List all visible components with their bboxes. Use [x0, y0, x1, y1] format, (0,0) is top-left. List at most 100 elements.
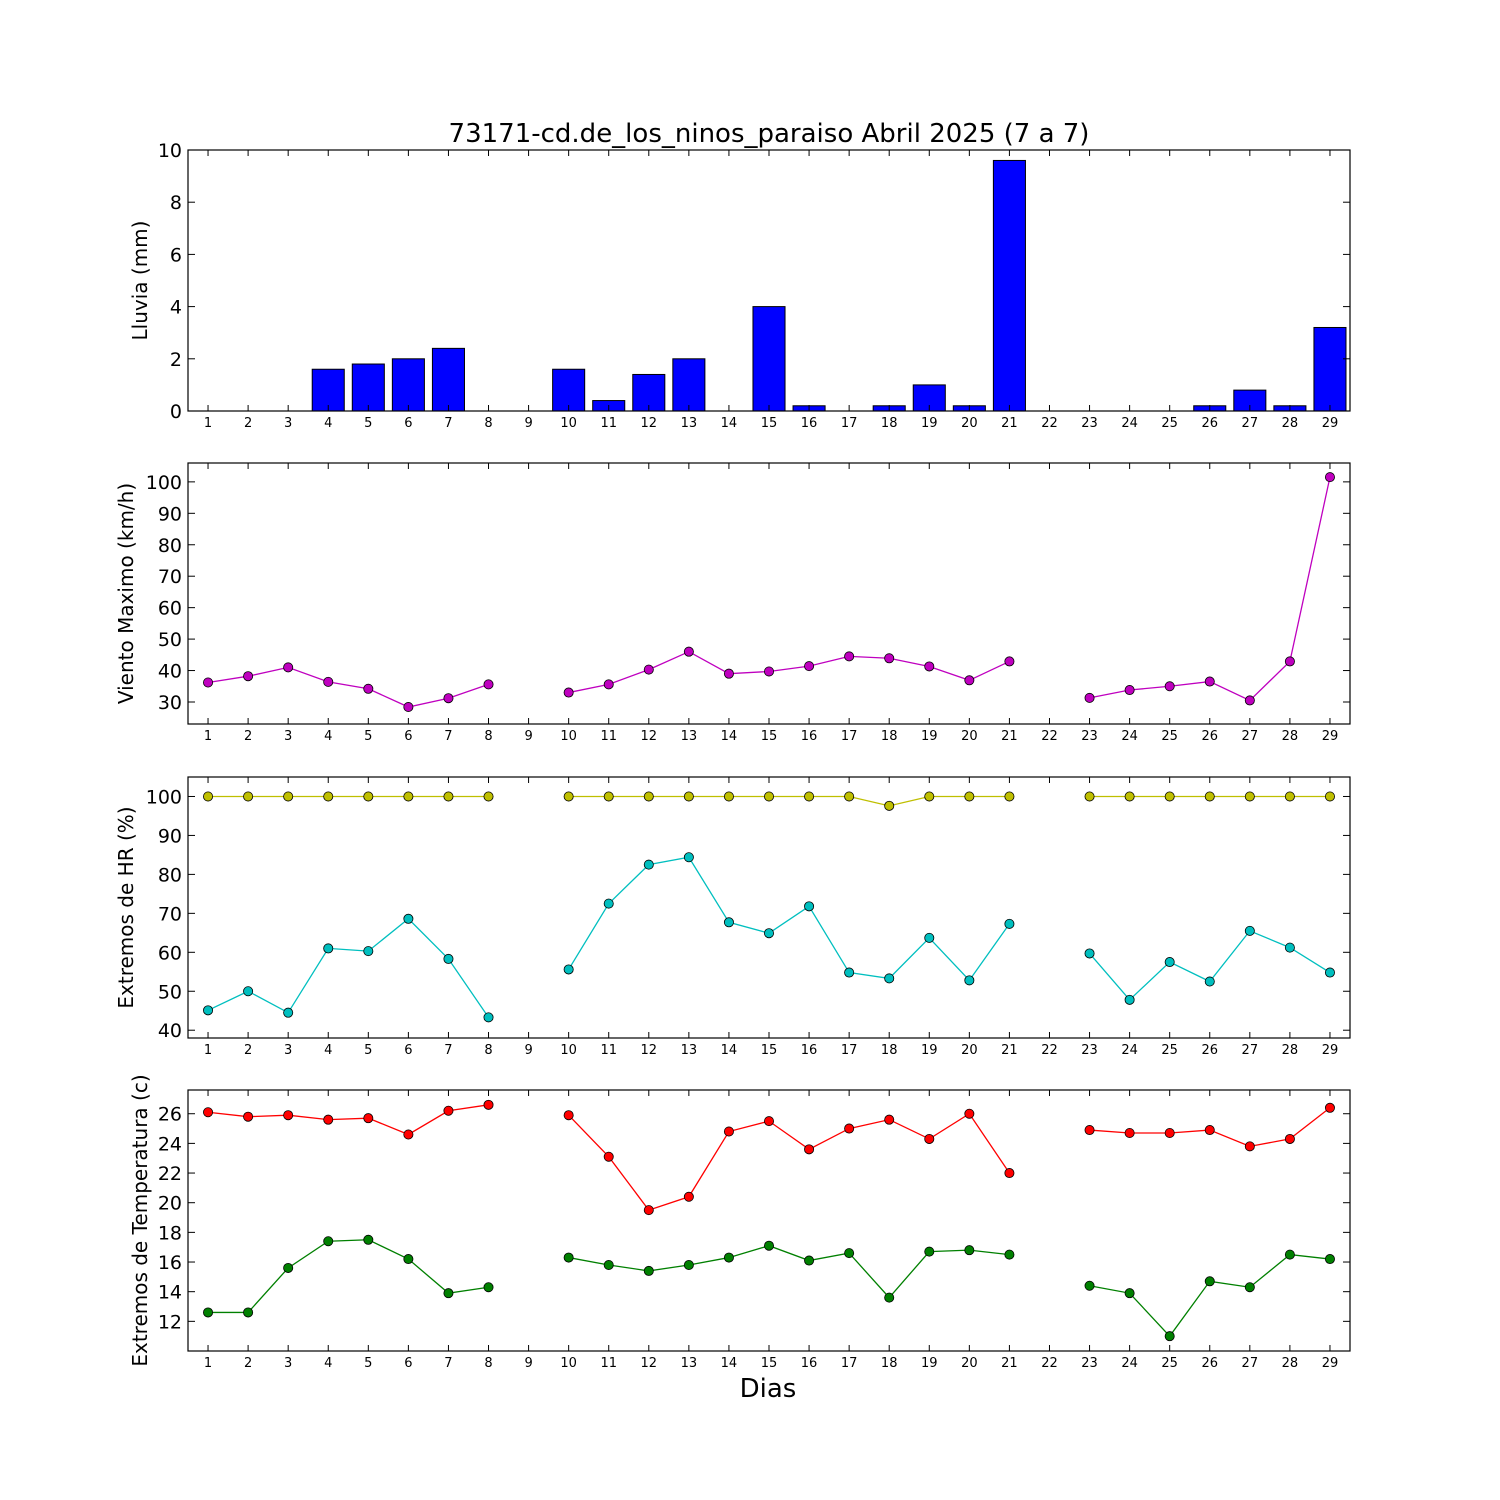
data-point — [764, 928, 775, 939]
y-tick-label: 90 — [158, 825, 182, 847]
y-tick-label: 16 — [158, 1252, 182, 1274]
x-tick-label: 9 — [524, 1043, 532, 1058]
x-tick-label: 3 — [284, 1356, 292, 1371]
x-tick-label: 29 — [1322, 416, 1339, 431]
data-point — [323, 676, 334, 687]
data-point — [1324, 472, 1335, 483]
data-point — [804, 901, 815, 912]
data-point — [323, 1114, 334, 1125]
bar — [391, 358, 425, 412]
y-tick-label: 6 — [170, 244, 182, 266]
data-point — [723, 668, 734, 679]
x-tick-label: 20 — [961, 416, 978, 431]
y-tick-label: 14 — [158, 1282, 182, 1304]
data-point — [924, 1133, 935, 1144]
data-point — [764, 1240, 775, 1251]
x-tick-label: 7 — [444, 416, 452, 431]
data-point — [483, 1012, 494, 1023]
x-tick-label: 17 — [841, 1356, 858, 1371]
data-point — [1244, 791, 1255, 802]
y-tick-label: 12 — [158, 1311, 182, 1333]
data-point — [643, 1265, 654, 1276]
data-point — [403, 913, 414, 924]
data-point — [1244, 695, 1255, 706]
x-tick-label: 1 — [204, 729, 212, 744]
bar — [311, 368, 345, 412]
bar — [431, 347, 465, 412]
x-tick-label: 23 — [1081, 1043, 1098, 1058]
data-point — [964, 1108, 975, 1119]
x-tick-label: 11 — [600, 729, 617, 744]
y-tick-label: 50 — [158, 981, 182, 1003]
data-point — [723, 1126, 734, 1137]
data-point — [1204, 676, 1215, 687]
x-tick-label: 24 — [1121, 1043, 1138, 1058]
data-point — [563, 1110, 574, 1121]
x-tick-label: 25 — [1161, 416, 1178, 431]
data-point — [403, 1129, 414, 1140]
data-point — [884, 653, 895, 664]
data-point — [1004, 656, 1015, 667]
series-line — [208, 1239, 489, 1314]
y-axis-label: Extremos de Temperatura (c) — [128, 1074, 152, 1366]
x-tick-label: 1 — [204, 1043, 212, 1058]
axes-frame — [187, 776, 1351, 1039]
x-tick-label: 18 — [881, 416, 898, 431]
x-tick-label: 20 — [961, 729, 978, 744]
data-point — [683, 1259, 694, 1270]
y-tick-label: 80 — [158, 535, 182, 557]
x-tick-label: 22 — [1041, 729, 1058, 744]
y-tick-label: 90 — [158, 503, 182, 525]
x-tick-label: 29 — [1322, 729, 1339, 744]
data-point — [924, 661, 935, 672]
data-point — [363, 791, 374, 802]
x-tick-label: 22 — [1041, 416, 1058, 431]
x-tick-label: 6 — [404, 1043, 412, 1058]
data-point — [764, 1116, 775, 1127]
data-point — [203, 791, 214, 802]
data-point — [1164, 681, 1175, 692]
x-tick-label: 14 — [721, 416, 738, 431]
data-point — [1284, 942, 1295, 953]
x-tick-label: 19 — [921, 729, 938, 744]
x-tick-label: 6 — [404, 1356, 412, 1371]
series-line — [1089, 930, 1331, 1001]
x-tick-label: 23 — [1081, 1356, 1098, 1371]
y-tick-label: 4 — [170, 297, 182, 319]
series-line — [568, 1245, 1010, 1299]
x-tick-label: 24 — [1121, 1356, 1138, 1371]
x-tick-label: 5 — [364, 729, 372, 744]
x-tick-label: 4 — [324, 1356, 332, 1371]
data-point — [1284, 1249, 1295, 1260]
x-tick-label: 23 — [1081, 416, 1098, 431]
data-point — [363, 683, 374, 694]
series-line — [207, 917, 490, 1018]
y-tick-label: 80 — [158, 864, 182, 886]
data-point — [723, 917, 734, 928]
x-tick-label: 25 — [1161, 1043, 1178, 1058]
data-point — [243, 1111, 254, 1122]
data-point — [603, 1259, 614, 1270]
x-tick-label: 22 — [1041, 1043, 1058, 1058]
data-point — [403, 702, 414, 713]
x-tick-label: 5 — [364, 416, 372, 431]
data-point — [363, 1113, 374, 1124]
data-point — [1124, 685, 1135, 696]
data-point — [603, 1151, 614, 1162]
data-point — [723, 1252, 734, 1263]
x-tick-label: 5 — [364, 1356, 372, 1371]
x-tick-label: 16 — [801, 416, 818, 431]
x-tick-label: 14 — [721, 729, 738, 744]
series-line — [568, 795, 1010, 807]
x-tick-label: 11 — [600, 1043, 617, 1058]
x-tick-label: 13 — [681, 1356, 698, 1371]
x-tick-label: 28 — [1282, 416, 1299, 431]
data-point — [203, 1107, 214, 1118]
x-tick-label: 1 — [204, 416, 212, 431]
data-point — [643, 664, 654, 675]
y-tick-label: 100 — [146, 472, 182, 494]
x-tick-label: 2 — [244, 1356, 252, 1371]
data-point — [203, 1307, 214, 1318]
data-point — [884, 1114, 895, 1125]
